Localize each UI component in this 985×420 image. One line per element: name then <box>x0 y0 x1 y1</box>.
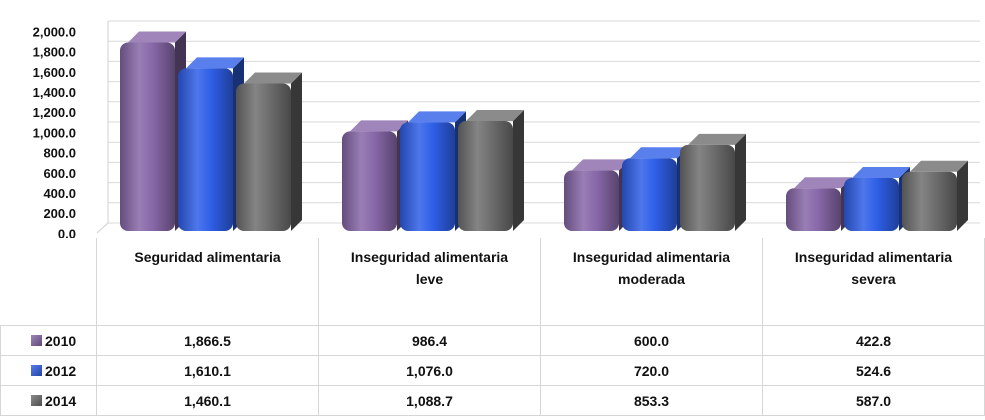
bar-front <box>458 121 513 231</box>
bar <box>844 167 910 231</box>
bar-front <box>844 178 899 231</box>
y-tick-label: 200.0 <box>43 206 76 221</box>
y-tick-label: 400.0 <box>43 186 76 201</box>
y-tick-label: 1,400.0 <box>33 85 76 100</box>
category-label: Inseguridad alimentaria severa <box>763 238 985 326</box>
bar <box>622 147 688 231</box>
legend-label: 2012 <box>45 362 77 379</box>
bar-top <box>688 133 746 145</box>
y-tick-label: 600.0 <box>43 166 76 181</box>
legend-label: 2010 <box>45 332 77 349</box>
bar-front <box>564 170 619 231</box>
bar <box>400 111 466 231</box>
value-label: 524.6 <box>763 356 985 386</box>
value-label: 587.0 <box>763 386 985 416</box>
y-tick-label: 2,000.0 <box>33 24 76 39</box>
value-label: 1,076.0 <box>319 356 541 386</box>
bar-front <box>400 122 455 231</box>
category-label: Seguridad alimentaria <box>97 238 319 326</box>
bar-front <box>178 68 233 231</box>
legend-swatch <box>31 365 42 376</box>
bar-top <box>128 31 186 43</box>
legend-entry: 2012 <box>0 356 97 386</box>
bar-side <box>735 133 746 231</box>
bar-side <box>957 160 968 231</box>
bar-top <box>466 110 524 122</box>
value-label: 422.8 <box>763 326 985 356</box>
bar-front <box>236 83 291 231</box>
legend-label: 2014 <box>45 392 77 409</box>
bar-side <box>513 110 524 231</box>
bar <box>786 177 852 231</box>
y-tick-label: 0.0 <box>58 226 76 238</box>
bar-top <box>186 57 244 69</box>
bar-top <box>244 72 302 84</box>
bar-front <box>680 144 735 231</box>
bar-top <box>852 167 910 179</box>
y-tick-label: 1,000.0 <box>33 125 76 140</box>
value-label: 600.0 <box>541 326 763 356</box>
category-label: Inseguridad alimentaria moderada <box>541 238 763 326</box>
bar <box>680 133 746 231</box>
bar-front <box>120 42 175 231</box>
legend-entry: 2014 <box>0 386 97 416</box>
bar <box>178 57 244 231</box>
value-label: 1,610.1 <box>97 356 319 386</box>
chart: 0.0 200.0 400.0 600.0 800.0 1,000.0 1,200.0 1,4… <box>33 20 980 238</box>
value-label: 986.4 <box>319 326 541 356</box>
bar <box>458 110 524 231</box>
bar-side <box>291 72 302 231</box>
value-label: 1,460.1 <box>97 386 319 416</box>
value-label: 1,088.7 <box>319 386 541 416</box>
bar <box>342 120 408 231</box>
bar-top <box>630 147 688 159</box>
bar <box>236 72 302 231</box>
bar-front <box>622 158 677 231</box>
value-label: 720.0 <box>541 356 763 386</box>
y-tick-label: 1,800.0 <box>33 45 76 60</box>
bar-top <box>794 177 852 189</box>
y-tick-label: 1,600.0 <box>33 65 76 80</box>
bar-front <box>342 131 397 231</box>
bar-top <box>350 120 408 132</box>
bar-front <box>902 171 957 231</box>
category-label: Inseguridad alimentaria leve <box>319 238 541 326</box>
bar-top <box>572 159 630 171</box>
table-corner <box>0 238 97 326</box>
y-tick-label: 1,200.0 <box>33 105 76 120</box>
legend-entry: 2010 <box>0 326 97 356</box>
bar <box>564 159 630 231</box>
legend-swatch <box>31 335 42 346</box>
bar <box>120 31 186 231</box>
bar-top <box>408 111 466 123</box>
y-tick-label: 800.0 <box>43 146 76 161</box>
value-label: 1,866.5 <box>97 326 319 356</box>
floor <box>96 222 109 234</box>
bar-front <box>786 188 841 231</box>
bar-top <box>910 160 968 172</box>
value-label: 853.3 <box>541 386 763 416</box>
bar <box>902 160 968 231</box>
legend-swatch <box>31 395 42 406</box>
